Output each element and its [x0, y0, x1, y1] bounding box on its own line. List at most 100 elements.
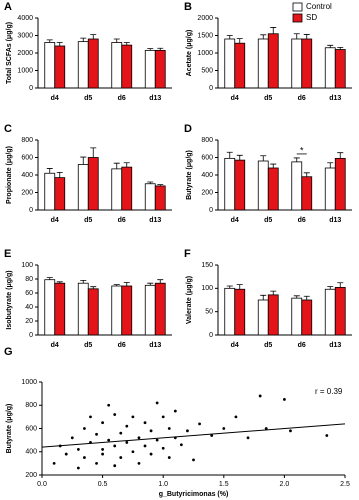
legend-label: SD	[306, 13, 317, 22]
significance-label: *	[300, 145, 304, 155]
x-tick-label: d5	[84, 217, 92, 224]
scatter-point	[234, 415, 238, 419]
y-tick-label: 200	[201, 189, 213, 196]
y-tick-label: 1000	[17, 67, 33, 74]
error-bar	[123, 282, 130, 286]
x-tick-label: d13	[329, 342, 341, 349]
y-tick-label: 1500	[197, 32, 213, 39]
scatter-point	[264, 427, 268, 430]
bar	[334, 49, 346, 89]
y-tick-label: 20	[25, 318, 33, 325]
scatter-point	[179, 443, 183, 447]
x-tick-label: d4	[231, 217, 239, 224]
bar	[87, 288, 99, 336]
regression-line	[41, 423, 346, 448]
panel-letter: B	[184, 1, 192, 13]
bar	[121, 285, 133, 336]
error-bar	[270, 290, 277, 295]
y-tick-label: 800	[21, 137, 33, 144]
scatter-point	[131, 450, 135, 454]
scatter-point	[186, 429, 189, 433]
scatter-point	[107, 403, 111, 407]
y-tick-label: 0	[29, 207, 33, 214]
bar	[224, 287, 236, 336]
bar	[44, 42, 56, 89]
scatter-point	[149, 429, 153, 433]
scatter-point	[143, 444, 147, 448]
error-bar	[56, 42, 63, 46]
bar	[334, 157, 346, 211]
bar	[234, 42, 246, 89]
y-tick-label: 0	[29, 332, 33, 339]
y-tick-label: 500	[201, 67, 213, 74]
y-tick-label: 0	[209, 332, 213, 339]
y-tick-label: 2000	[197, 15, 213, 22]
scatter-point	[101, 448, 104, 451]
scatter-point	[131, 415, 135, 419]
y-tick-label: 100	[21, 262, 33, 269]
bar	[144, 49, 156, 89]
scatter-point	[155, 401, 159, 405]
bar	[111, 168, 123, 211]
y-axis-label: Total SCFAs (μg/g)	[6, 22, 13, 84]
error-bar	[46, 168, 53, 174]
x-tick-label: d4	[51, 217, 59, 224]
error-bar	[226, 151, 233, 159]
panel-letter: E	[4, 248, 11, 260]
bar	[291, 38, 303, 89]
bar	[291, 297, 303, 336]
x-tick-label: d13	[149, 342, 161, 349]
panel-letter: G	[4, 346, 13, 358]
x-tick-label: d13	[149, 217, 161, 224]
panel-letter: D	[184, 123, 192, 135]
scatter-point	[222, 427, 226, 430]
bar	[324, 288, 336, 336]
error-bar	[123, 162, 130, 168]
x-tick-label: d5	[264, 95, 272, 102]
bar	[257, 38, 269, 89]
x-tick-label: d6	[118, 342, 126, 349]
panel-letter: A	[4, 1, 12, 13]
scatter-point	[192, 458, 195, 462]
error-bar	[260, 155, 267, 161]
bar	[154, 185, 166, 211]
scatter-point	[155, 438, 159, 442]
bar	[267, 33, 279, 89]
x-tick-label: 0.0	[37, 481, 47, 488]
scatter-point	[325, 434, 329, 437]
bar	[54, 45, 66, 89]
y-tick-label: 50	[205, 309, 213, 316]
x-tick-label: d6	[118, 217, 126, 224]
error-bar	[226, 35, 233, 39]
scatter-point	[161, 446, 165, 450]
y-tick-label: 200	[21, 189, 33, 196]
bar	[154, 282, 166, 336]
error-bar	[236, 154, 243, 161]
y-tick-label: 0	[209, 85, 213, 92]
y-tick-label: 4000	[17, 15, 33, 22]
error-bar	[303, 34, 310, 39]
y-axis-label: Acetate (μg/g)	[186, 30, 193, 77]
x-tick-label: d5	[264, 217, 272, 224]
x-tick-label: d6	[298, 217, 306, 224]
bar	[77, 282, 89, 336]
error-bar	[123, 42, 130, 46]
y-axis-label: Butyrate (μg/g)	[186, 150, 193, 200]
x-tick-label: d13	[149, 95, 161, 102]
error-bar	[303, 295, 310, 300]
scatter-point	[95, 461, 98, 465]
scatter-point	[167, 456, 171, 459]
correlation-label: r = 0.39	[315, 387, 343, 396]
bar	[111, 285, 123, 336]
scatter-point	[210, 434, 214, 437]
scatter-point	[113, 464, 117, 468]
bar	[334, 286, 346, 336]
bar	[301, 38, 313, 89]
y-tick-label: 40	[25, 304, 33, 311]
scatter-point	[52, 461, 56, 465]
scatter-point	[113, 444, 117, 448]
bar	[324, 47, 336, 89]
error-bar	[327, 286, 334, 290]
error-bar	[80, 156, 87, 165]
